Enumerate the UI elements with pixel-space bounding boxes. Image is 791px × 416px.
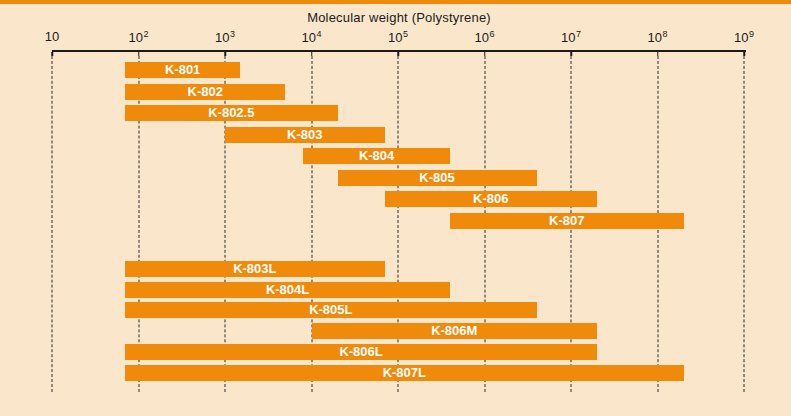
x-tick-label: 103 [215,29,235,45]
range-bar-k-806l: K-806L [125,344,597,360]
chart-title: Molecular weight (Polystyrene) [52,10,746,25]
range-bar-label: K-803 [287,127,322,143]
range-bar-label: K-801 [165,62,200,78]
range-bar-k-805l: K-805L [125,302,536,318]
molecular-weight-range-chart: Molecular weight (Polystyrene) 10 102 103 1… [0,0,791,416]
range-bar-k-802.5: K-802.5 [125,105,337,121]
x-axis-line [52,50,746,52]
range-bar-label: K-804 [359,148,394,164]
range-bar-label: K-806 [473,191,508,207]
range-bar-label: K-802.5 [208,105,254,121]
range-bar-label: K-802 [188,84,223,100]
range-bar-label: K-803L [233,261,276,277]
range-bar-label: K-804L [266,282,309,298]
range-bar-label: K-807L [383,365,426,381]
x-tick-label: 104 [302,29,322,45]
top-accent-border [0,0,791,4]
range-bar-k-806m: K-806M [312,323,598,339]
range-bar-k-803: K-803 [225,127,385,143]
range-bar-k-804l: K-804L [125,282,450,298]
x-tick-label: 108 [648,29,668,45]
range-bar-k-805: K-805 [338,170,537,186]
range-bar-k-807: K-807 [450,213,683,229]
range-bar-k-807l: K-807L [125,365,683,381]
x-tick-label: 105 [388,29,408,45]
x-tick-label: 102 [129,29,149,45]
gridline [52,56,53,392]
range-bar-label: K-807 [549,213,584,229]
range-bar-k-801: K-801 [125,62,240,78]
range-bar-k-806: K-806 [385,191,597,207]
x-tick-label: 107 [561,29,581,45]
x-tick-label: 10 [45,29,59,44]
x-tick-label: 106 [475,29,495,45]
x-tick-label: 109 [734,29,754,45]
range-bar-label: K-806L [339,344,382,360]
range-bar-label: K-805L [309,302,352,318]
range-bar-k-804: K-804 [303,148,450,164]
gridline [398,56,399,392]
range-bar-label: K-805 [419,170,454,186]
range-bar-label: K-806M [431,323,477,339]
range-bar-k-802: K-802 [125,84,285,100]
gridline [744,56,745,392]
range-bar-k-803l: K-803L [125,261,385,277]
